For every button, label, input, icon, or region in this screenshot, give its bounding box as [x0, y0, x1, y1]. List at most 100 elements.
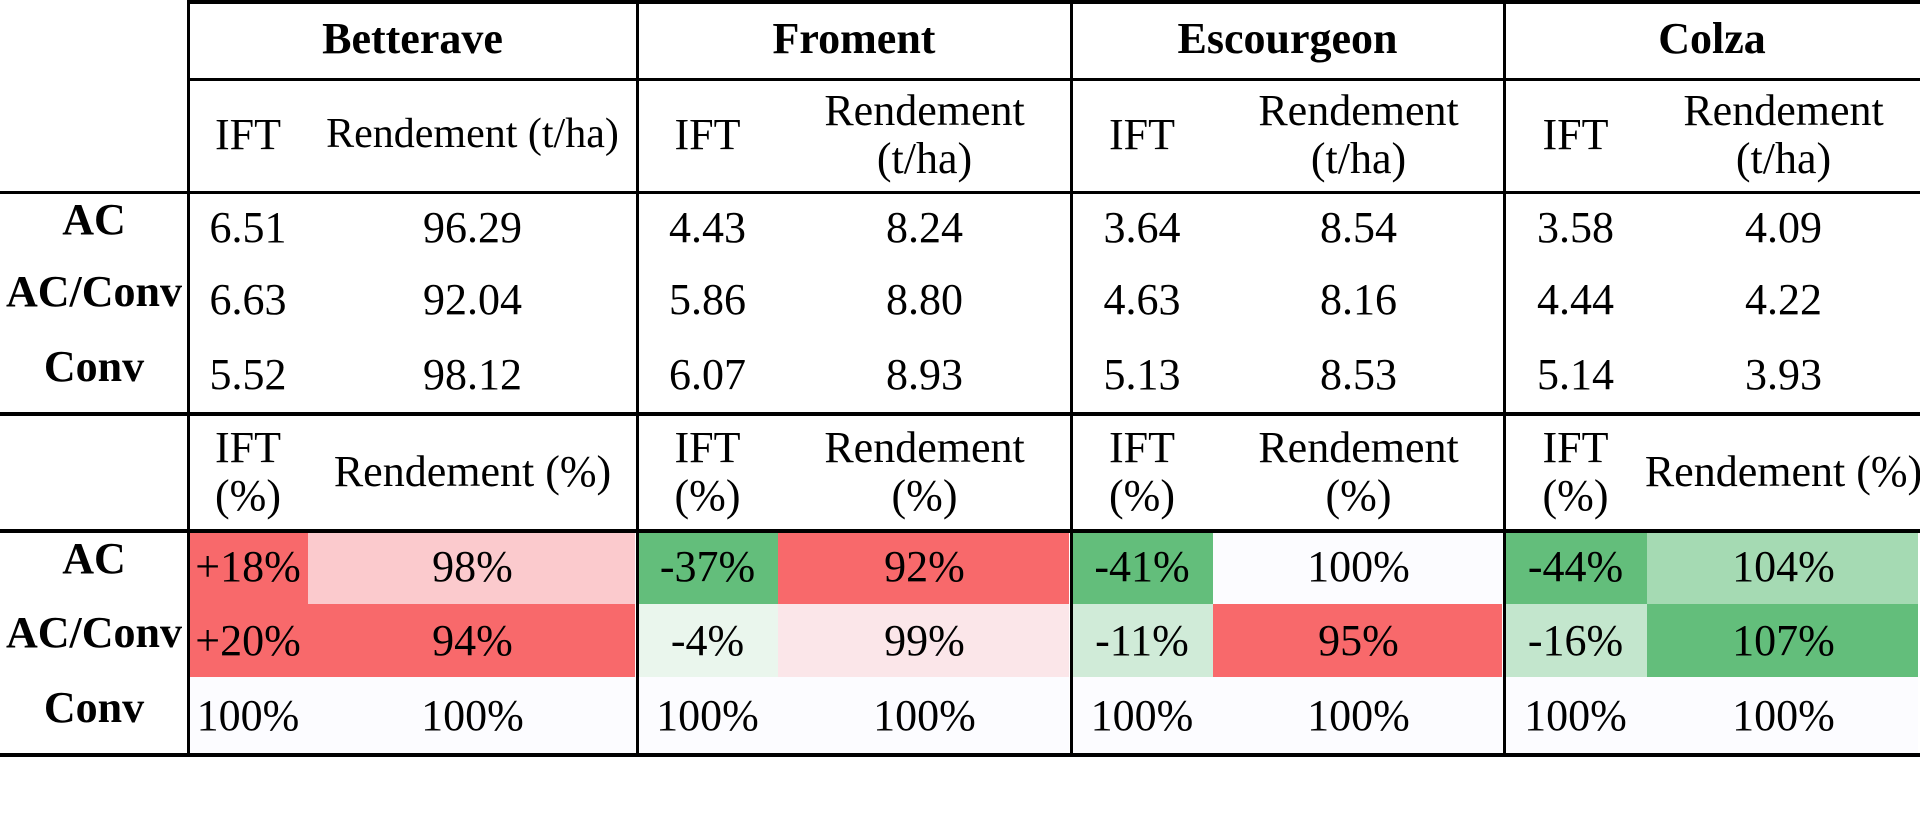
heat-cell [778, 677, 1069, 755]
heat-value: +20% [195, 615, 301, 665]
heat-cell [639, 604, 778, 677]
column-header-yield-pct: Rendement (%) [1258, 423, 1459, 520]
heat-value: 100% [1307, 542, 1410, 592]
column-header-ift-pct: IFT (%) [674, 423, 741, 520]
value-cell: 4.43 [669, 203, 746, 253]
value-cell: 3.64 [1103, 203, 1181, 253]
heat-value: 100% [1732, 691, 1835, 741]
column-header-yield-pct: Rendement (%) [333, 447, 612, 497]
heat-value: 95% [1318, 615, 1399, 665]
grid-line [187, 0, 190, 757]
grid-line [0, 753, 1920, 757]
heat-cell [1213, 604, 1502, 677]
heat-cell [1506, 530, 1647, 604]
heat-cell [308, 604, 635, 677]
crop-header: Froment [772, 14, 936, 64]
heat-value: 100% [873, 691, 976, 741]
crop-header: Escourgeon [1177, 14, 1398, 64]
column-header-ift-pct: IFT (%) [1109, 423, 1175, 520]
value-cell: 8.24 [886, 203, 963, 253]
heat-value: -11% [1095, 615, 1189, 665]
heat-value: 104% [1732, 542, 1835, 592]
value-cell: 3.58 [1537, 203, 1614, 253]
heat-value: 100% [656, 691, 759, 741]
column-header-ift: IFT [674, 110, 741, 160]
column-header-yield: Rendement (t/ha) [1683, 86, 1884, 183]
grid-line [0, 529, 1920, 533]
heat-cell [1213, 530, 1502, 604]
column-header-yield: Rendement (t/ha) [326, 111, 619, 158]
value-cell: 4.22 [1745, 275, 1822, 325]
grid-line [188, 78, 1920, 81]
heat-cell [1647, 677, 1918, 755]
value-cell: 8.54 [1320, 203, 1397, 253]
heat-cell [308, 530, 635, 604]
heat-cell [1073, 530, 1213, 604]
heat-value: 94% [432, 615, 513, 665]
heat-value: -44% [1527, 542, 1624, 592]
heat-value: 100% [196, 691, 300, 741]
column-header-yield: Rendement (t/ha) [824, 86, 1025, 183]
heat-cell [190, 530, 308, 604]
heat-cell [639, 530, 778, 604]
grid-line [0, 191, 1920, 194]
heat-value: -16% [1527, 615, 1624, 665]
heat-value: 100% [421, 691, 524, 741]
heat-cell [778, 604, 1069, 677]
heat-cell [190, 677, 308, 755]
crop-header: Betterave [322, 14, 503, 64]
grid-line [636, 0, 639, 757]
heat-value: -41% [1094, 542, 1190, 592]
row-label: AC [62, 195, 126, 245]
value-cell: 5.86 [669, 275, 746, 325]
heat-cell [1506, 677, 1647, 755]
value-cell: 5.13 [1103, 350, 1181, 400]
heat-cell [1073, 677, 1213, 755]
column-header-yield-pct: Rendement (%) [824, 423, 1025, 520]
value-cell: 6.07 [669, 350, 746, 400]
heat-cell [1506, 604, 1647, 677]
heat-value: 92% [884, 542, 965, 592]
column-header-yield: Rendement (t/ha) [1258, 86, 1459, 183]
heat-value: 100% [1307, 691, 1410, 741]
value-cell: 98.12 [423, 350, 522, 400]
heat-value: -4% [670, 615, 745, 665]
row-label: AC [62, 534, 126, 584]
row-label: Conv [43, 683, 145, 733]
column-header-ift: IFT [1109, 110, 1175, 160]
heat-value: +18% [195, 542, 301, 592]
grid-line [0, 412, 1920, 416]
column-header-ift-pct: IFT (%) [215, 423, 282, 520]
heat-value: 99% [884, 615, 965, 665]
crop-header: Colza [1658, 14, 1766, 64]
heat-cell [308, 677, 635, 755]
column-header-ift-pct: IFT (%) [1542, 423, 1609, 520]
grid-line [1503, 0, 1506, 757]
heat-value: -37% [659, 542, 756, 592]
value-cell: 6.51 [209, 203, 287, 253]
heat-value: 100% [1090, 691, 1194, 741]
heat-cell [1213, 677, 1502, 755]
row-label: AC/Conv [5, 267, 183, 317]
row-label: Conv [43, 342, 145, 392]
row-label: AC/Conv [5, 607, 183, 657]
grid-line [1070, 0, 1073, 757]
column-header-yield-pct: Rendement (%) [1644, 447, 1920, 497]
heat-value: 107% [1732, 615, 1835, 665]
value-cell: 4.63 [1103, 275, 1181, 325]
heat-cell [190, 604, 308, 677]
value-cell: 3.93 [1745, 350, 1822, 400]
column-header-ift: IFT [1542, 110, 1609, 160]
value-cell: 6.63 [209, 275, 287, 325]
heat-cell [1647, 604, 1918, 677]
heat-cell [639, 677, 778, 755]
heat-value: 100% [1524, 691, 1627, 741]
value-cell: 8.16 [1320, 275, 1397, 325]
heat-cell [1073, 604, 1213, 677]
heat-cell [1647, 530, 1918, 604]
value-cell: 92.04 [423, 275, 522, 325]
value-cell: 96.29 [423, 203, 522, 253]
column-header-ift: IFT [215, 110, 281, 160]
value-cell: 5.14 [1537, 350, 1614, 400]
value-cell: 5.52 [209, 350, 287, 400]
